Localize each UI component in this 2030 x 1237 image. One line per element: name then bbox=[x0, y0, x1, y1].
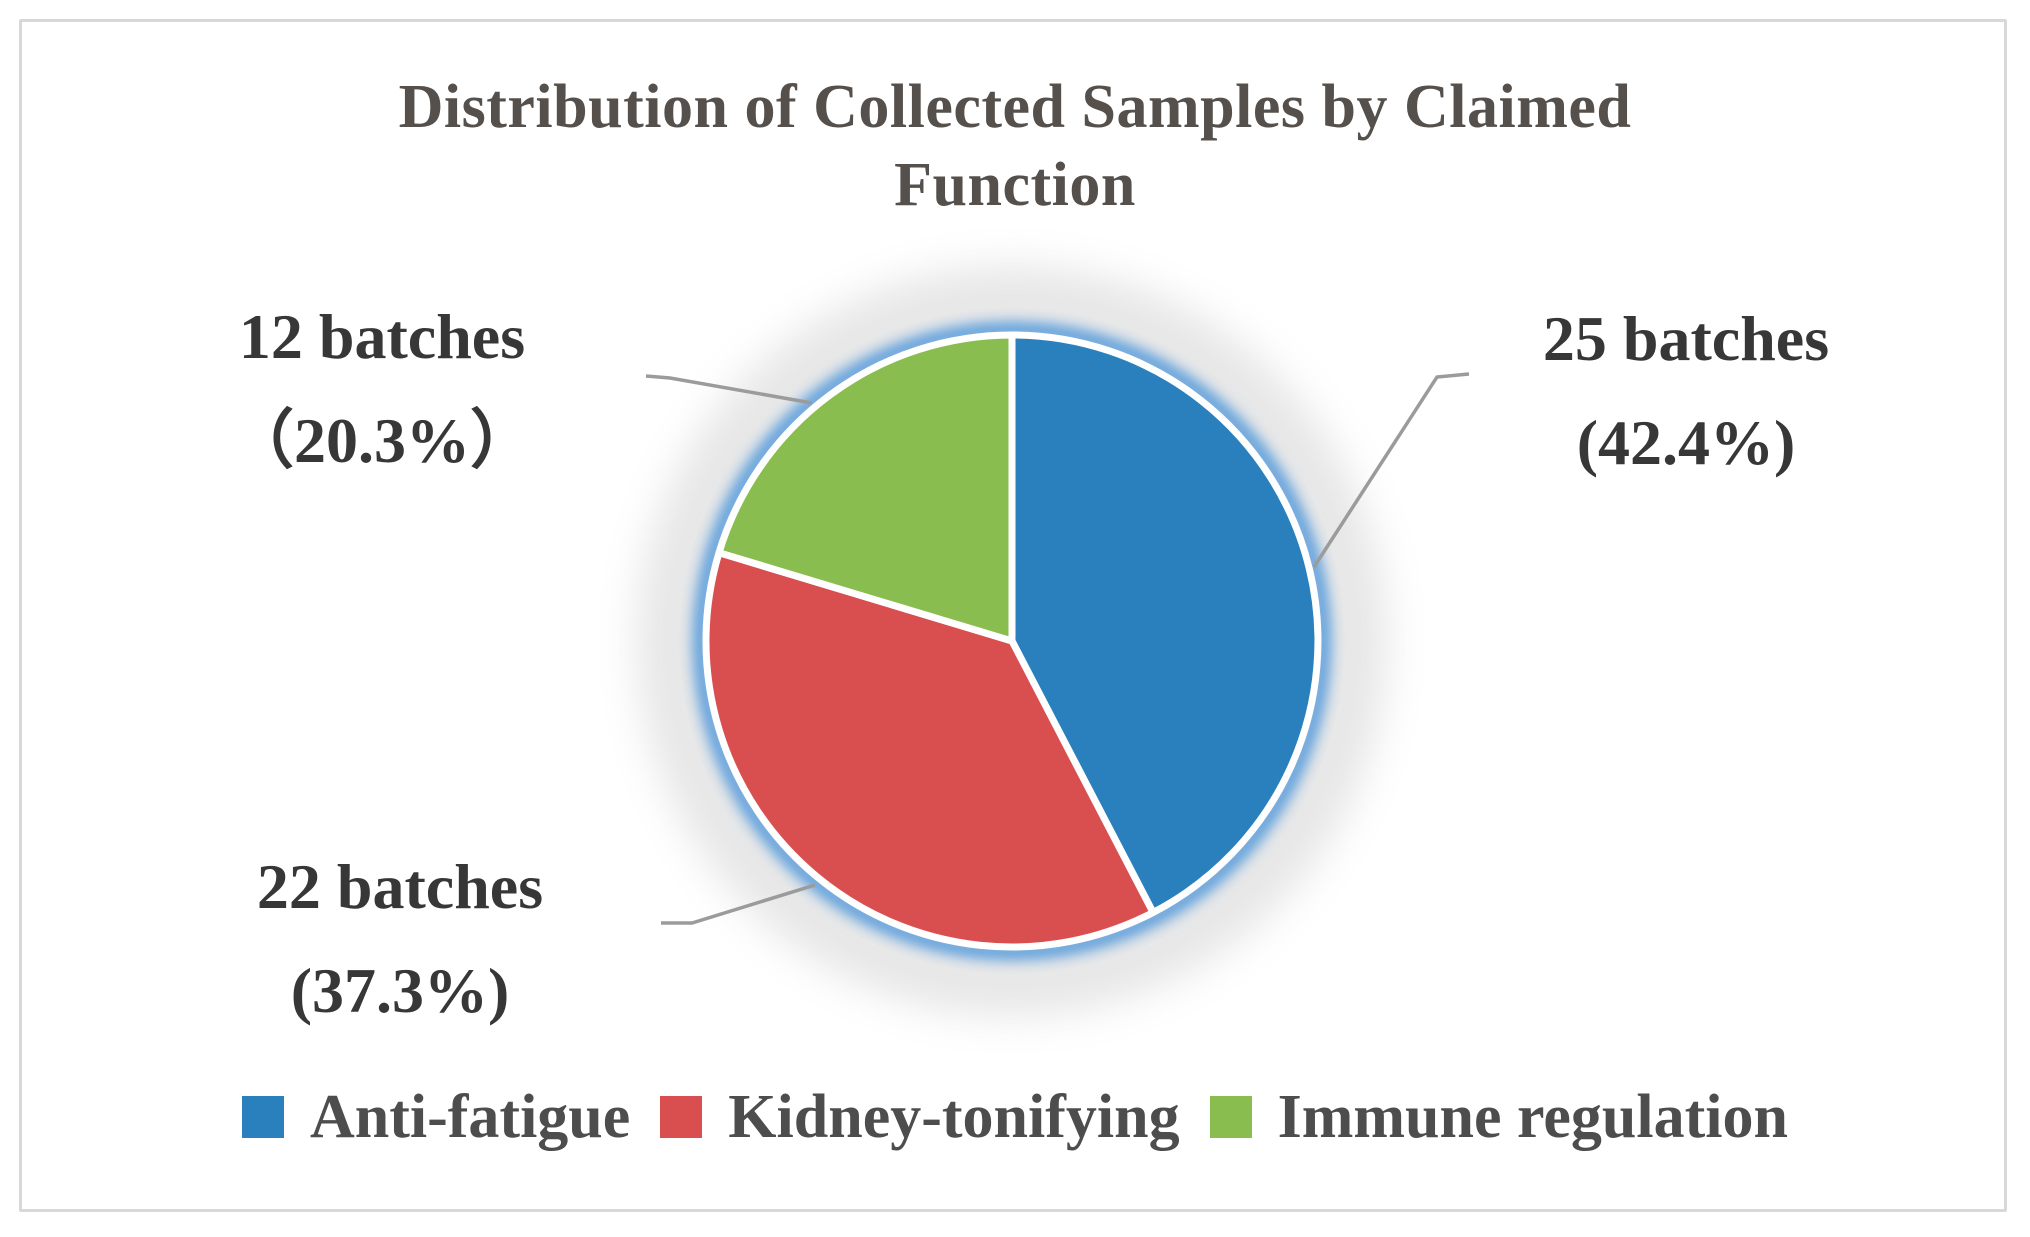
data-label-value: 12 batches bbox=[238, 301, 526, 372]
pie-slice-kidney-tonifying bbox=[702, 549, 1157, 951]
leader-line-anti-fatigue bbox=[1312, 372, 1470, 568]
leader-line-immune-regulation bbox=[645, 374, 813, 405]
pie-blue-glow bbox=[693, 322, 1331, 960]
legend-label-kidney-tonifying: Kidney-tonifying bbox=[728, 1083, 1180, 1151]
data-label-percent: （20.3%） bbox=[230, 405, 534, 476]
legend-swatch-kidney-tonifying bbox=[660, 1096, 703, 1138]
chart-title: Distribution of Collected Samples by Cla… bbox=[0, 68, 2030, 224]
legend-label-immune-regulation: Immune regulation bbox=[1277, 1083, 1788, 1151]
chart-title-line2: Function bbox=[894, 151, 1136, 219]
chart-title-line1: Distribution of Collected Samples by Cla… bbox=[398, 73, 1632, 141]
legend-swatch-immune-regulation bbox=[1209, 1096, 1252, 1138]
data-label-anti-fatigue: 25 batches (42.4%) bbox=[1543, 287, 1829, 495]
pie-slice-anti-fatigue bbox=[1008, 331, 1322, 916]
leader-line-kidney-tonifying bbox=[661, 883, 816, 925]
data-label-percent: (37.3%) bbox=[290, 955, 510, 1026]
legend-item-kidney-tonifying: Kidney-tonifying bbox=[660, 1083, 1180, 1151]
data-label-immune-regulation: 12 batches （20.3%） bbox=[230, 285, 534, 493]
legend-item-anti-fatigue: Anti-fatigue bbox=[242, 1086, 630, 1148]
legend-item-immune-regulation: Immune regulation bbox=[1209, 1083, 1788, 1151]
legend-swatch-anti-fatigue bbox=[242, 1096, 284, 1138]
chart-border-frame bbox=[19, 19, 2007, 1212]
data-label-value: 22 batches bbox=[256, 851, 544, 922]
pie-slice-immune-regulation bbox=[715, 331, 1016, 645]
legend-label-anti-fatigue: Anti-fatigue bbox=[310, 1083, 631, 1151]
data-label-value: 25 batches bbox=[1542, 303, 1830, 374]
pie-ambient-shadow bbox=[637, 266, 1387, 1016]
data-label-percent: (42.4%) bbox=[1576, 407, 1796, 478]
legend: Anti-fatigue Kidney-tonifying Immune reg… bbox=[0, 1086, 2030, 1148]
data-label-kidney-tonifying: 22 batches (37.3%) bbox=[257, 835, 543, 1043]
